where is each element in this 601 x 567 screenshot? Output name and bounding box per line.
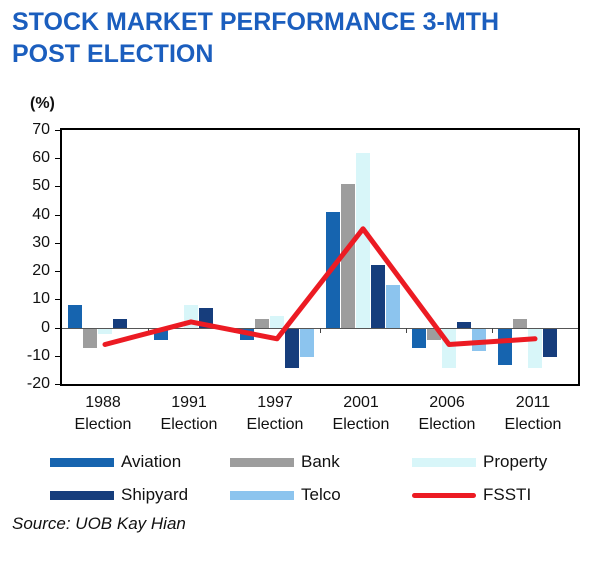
legend-label: Telco — [301, 485, 341, 504]
category-tick-mark — [319, 327, 321, 333]
legend-item-shipyard: Shipyard — [50, 485, 230, 505]
x-label-election: Election — [160, 416, 218, 433]
legend: Aviation Bank Property Shipyard Telco FSSTI — [50, 452, 572, 505]
bar-shipyard-2011 — [542, 328, 557, 357]
x-label-election: Election — [418, 416, 476, 433]
legend-label: FSSTI — [483, 485, 532, 504]
bar-aviation-1991 — [153, 328, 168, 340]
bar-shipyard-2006 — [456, 321, 471, 328]
property-swatch-bar — [412, 457, 476, 467]
y-tick-label: 20 — [32, 262, 50, 280]
y-tick-mark — [55, 186, 60, 188]
fssti-line — [102, 226, 538, 347]
x-category-label: 2001 Election — [316, 392, 406, 436]
y-tick-mark — [55, 384, 60, 385]
y-tick-mark — [55, 327, 60, 329]
y-tick-label: 60 — [32, 149, 50, 167]
chart-title-line1: STOCK MARKET PERFORMANCE 3-MTH — [12, 8, 500, 36]
y-tick-mark — [55, 299, 60, 301]
x-category-label: 2011 Election — [488, 392, 578, 436]
bank-swatch-bar — [230, 457, 294, 467]
x-label-year: 1997 — [257, 394, 293, 411]
bar-bank-1988 — [82, 328, 97, 349]
bar-shipyard-1988 — [112, 319, 127, 328]
category-tick-mark — [405, 327, 407, 333]
bar-bank-2001 — [340, 183, 355, 328]
bar-telco-2001 — [385, 285, 400, 328]
bar-aviation-2006 — [411, 328, 426, 349]
x-label-year: 2001 — [343, 394, 379, 411]
x-label-election: Election — [246, 416, 304, 433]
y-tick-mark — [55, 271, 60, 273]
bar-bank-2006 — [426, 328, 441, 340]
bar-aviation-2011 — [497, 328, 512, 366]
x-label-election: Election — [74, 416, 132, 433]
bar-telco-2006 — [471, 328, 486, 352]
y-tick-label: 40 — [32, 205, 50, 223]
y-tick-label: 70 — [32, 121, 50, 138]
legend-item-aviation: Aviation — [50, 452, 230, 472]
category-tick-mark — [147, 327, 149, 333]
x-category-label: 2006 Election — [402, 392, 492, 436]
bar-property-1997 — [269, 316, 284, 328]
fssti-swatch-line — [412, 492, 476, 498]
bar-shipyard-1997 — [284, 328, 299, 369]
x-label-year: 1991 — [171, 394, 207, 411]
bar-bank-1997 — [254, 319, 269, 328]
source-note: Source: UOB Kay Hian — [12, 514, 186, 533]
category-tick-mark — [491, 327, 493, 333]
y-tick-label: 30 — [32, 233, 50, 251]
y-tick-mark — [55, 158, 60, 160]
y-tick-label: -20 — [26, 375, 50, 392]
plot-area — [60, 128, 580, 386]
bar-property-2001 — [355, 152, 370, 328]
shipyard-swatch-bar — [50, 490, 114, 500]
bar-property-1988 — [97, 328, 112, 335]
legend-label: Aviation — [121, 452, 182, 471]
x-label-election: Election — [332, 416, 390, 433]
bar-bank-2011 — [512, 319, 527, 328]
y-tick-mark — [55, 355, 60, 357]
chart-title-line2: POST ELECTION — [12, 40, 214, 68]
legend-label: Property — [483, 452, 548, 471]
y-axis-unit-label: (%) — [30, 95, 55, 112]
bar-aviation-1988 — [67, 304, 82, 328]
aviation-swatch-bar — [50, 457, 114, 467]
chart-title: STOCK MARKET PERFORMANCE 3-MTH POST ELEC… — [12, 6, 572, 70]
x-label-year: 1988 — [85, 394, 121, 411]
legend-item-bank: Bank — [230, 452, 412, 472]
x-label-year: 2006 — [429, 394, 465, 411]
y-tick-mark — [55, 130, 60, 131]
legend-item-fssti: FSSTI — [412, 485, 572, 505]
y-tick-label: 10 — [32, 290, 50, 308]
legend-item-property: Property — [412, 452, 572, 472]
x-label-year: 2011 — [515, 394, 551, 411]
y-tick-label: 0 — [41, 318, 50, 336]
y-tick-label: -10 — [26, 346, 50, 364]
legend-label: Bank — [301, 452, 340, 471]
legend-label: Shipyard — [121, 485, 189, 504]
x-label-election: Election — [504, 416, 562, 433]
x-category-label: 1991 Election — [144, 392, 234, 436]
bar-shipyard-2001 — [370, 265, 385, 328]
bar-telco-1997 — [299, 328, 314, 357]
x-category-label: 1988 Election — [58, 392, 148, 436]
y-tick-mark — [55, 242, 60, 244]
legend-item-telco: Telco — [230, 485, 412, 505]
y-tick-mark — [55, 214, 60, 216]
x-category-label: 1997 Election — [230, 392, 320, 436]
y-tick-label: 50 — [32, 177, 50, 195]
telco-swatch-bar — [230, 490, 294, 500]
